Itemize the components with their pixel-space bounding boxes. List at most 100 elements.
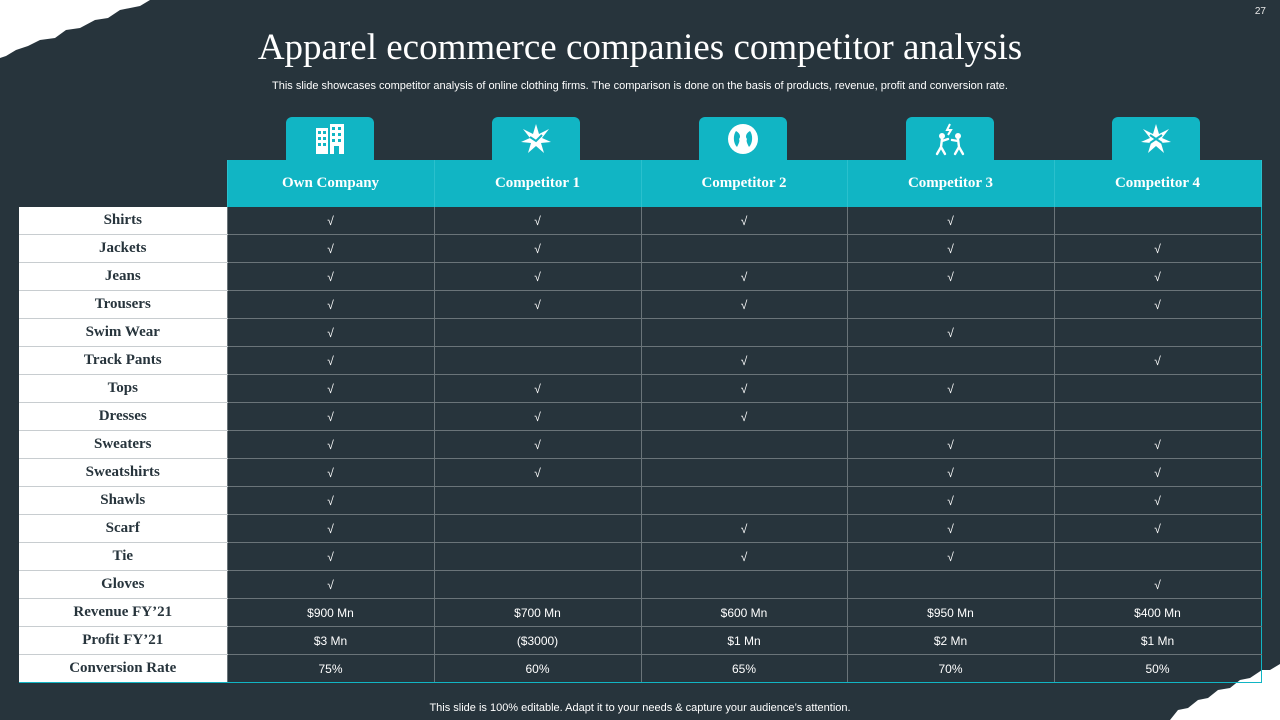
- table-cell: √: [433, 458, 642, 487]
- table-cell: √: [1053, 346, 1262, 375]
- table-cell: √: [640, 346, 848, 375]
- table-cell: √: [846, 514, 1055, 543]
- table-cell: √: [846, 542, 1055, 571]
- table-cell: √: [846, 458, 1055, 487]
- faces-icon: [728, 124, 758, 154]
- table-cell: [640, 430, 848, 459]
- starburst-icon: [1141, 124, 1171, 153]
- table-cell: √: [1053, 262, 1262, 291]
- table-cell: [433, 318, 642, 347]
- comparison-table: Own Company Competitor 1 Competitor 2 Co…: [19, 160, 1262, 683]
- table-row: Dresses √ √ √: [19, 402, 1262, 431]
- row-label: Scarf: [19, 514, 227, 543]
- table-cell: 65%: [640, 654, 848, 683]
- table-row: Revenue FY’21 $900 Mn $700 Mn $600 Mn $950 M…: [19, 598, 1262, 627]
- table-cell: [846, 290, 1055, 319]
- table-cell: √: [846, 262, 1055, 291]
- table-cell: $1 Mn: [1053, 626, 1262, 655]
- starburst-icon: [521, 124, 551, 153]
- table-cell: $700 Mn: [433, 598, 642, 627]
- tab-competitor-2: [699, 117, 787, 161]
- tab-competitor-1: [492, 117, 580, 161]
- torn-paper-top-left: [0, 0, 150, 58]
- table-cell: √: [226, 207, 435, 235]
- table-cell: √: [226, 346, 435, 375]
- table-cell: [846, 346, 1055, 375]
- people-fighting-icon: [935, 123, 965, 156]
- table-cell: √: [1053, 514, 1262, 543]
- table-cell: [846, 402, 1055, 431]
- table-header-row: Own Company Competitor 1 Competitor 2 Co…: [19, 160, 1262, 207]
- table-cell: 50%: [1053, 654, 1262, 683]
- office-building-icon: [316, 124, 344, 154]
- table-cell: 60%: [433, 654, 642, 683]
- table-cell: √: [433, 402, 642, 431]
- tab-competitor-3: [906, 117, 994, 161]
- table-row: Jackets √ √ √ √: [19, 234, 1262, 263]
- table-cell: [433, 486, 642, 515]
- table-cell: $600 Mn: [640, 598, 848, 627]
- column-header-competitor-4: Competitor 4: [1053, 160, 1262, 207]
- table-cell: $950 Mn: [846, 598, 1055, 627]
- table-cell: √: [1053, 290, 1262, 319]
- table-row: Swim Wear √ √: [19, 318, 1262, 347]
- table-cell: √: [640, 262, 848, 291]
- table-cell: √: [846, 430, 1055, 459]
- table-cell: [640, 234, 848, 263]
- table-cell: [1053, 402, 1262, 431]
- table-cell: [1053, 374, 1262, 403]
- tab-competitor-4: [1112, 117, 1200, 161]
- table-row: Trousers √ √ √ √: [19, 290, 1262, 319]
- row-label: Conversion Rate: [19, 654, 227, 683]
- row-label: Jackets: [19, 234, 227, 263]
- table-row: Sweaters √ √ √ √: [19, 430, 1262, 459]
- table-cell: [1053, 318, 1262, 347]
- table-cell: [640, 458, 848, 487]
- table-cell: [846, 570, 1055, 599]
- table-cell: √: [846, 207, 1055, 235]
- row-label: Profit FY’21: [19, 626, 227, 655]
- table-cell: √: [433, 234, 642, 263]
- table-cell: √: [433, 290, 642, 319]
- table-cell: √: [1053, 458, 1262, 487]
- row-label: Shawls: [19, 486, 227, 515]
- table-cell: √: [226, 570, 435, 599]
- page-title: Apparel ecommerce companies competitor a…: [257, 27, 1023, 68]
- table-cell: $900 Mn: [226, 598, 435, 627]
- table-row: Gloves √ √: [19, 570, 1262, 599]
- row-label: Trousers: [19, 290, 227, 319]
- table-cell: [433, 570, 642, 599]
- table-cell: √: [226, 486, 435, 515]
- table-cell: √: [226, 458, 435, 487]
- table-cell: $400 Mn: [1053, 598, 1262, 627]
- table-cell: [433, 542, 642, 571]
- table-cell: √: [226, 290, 435, 319]
- table-cell: ($3000): [433, 626, 642, 655]
- table-cell: [433, 346, 642, 375]
- table-cell: √: [226, 402, 435, 431]
- table-cell: √: [640, 290, 848, 319]
- row-label: Sweaters: [19, 430, 227, 459]
- table-cell: √: [846, 486, 1055, 515]
- header-blank: [19, 160, 227, 207]
- row-label: Shirts: [19, 207, 227, 235]
- table-cell: √: [1053, 234, 1262, 263]
- table-cell: $2 Mn: [846, 626, 1055, 655]
- table-cell: √: [640, 514, 848, 543]
- footer-note: This slide is 100% editable. Adapt it to…: [429, 702, 851, 714]
- table-cell: √: [433, 262, 642, 291]
- table-row: Tops √ √ √ √: [19, 374, 1262, 403]
- table-cell: √: [433, 207, 642, 235]
- table-cell: √: [640, 374, 848, 403]
- table-cell: √: [846, 318, 1055, 347]
- table-cell: √: [640, 542, 848, 571]
- table-cell: [640, 570, 848, 599]
- column-header-own-company: Own Company: [226, 160, 435, 207]
- table-cell: √: [433, 374, 642, 403]
- table-row: Sweatshirts √ √ √ √: [19, 458, 1262, 487]
- table-cell: [1053, 207, 1262, 235]
- table-cell: √: [846, 374, 1055, 403]
- table-cell: [640, 318, 848, 347]
- table-cell: [1053, 542, 1262, 571]
- table-row: Shirts √ √ √ √: [19, 207, 1262, 235]
